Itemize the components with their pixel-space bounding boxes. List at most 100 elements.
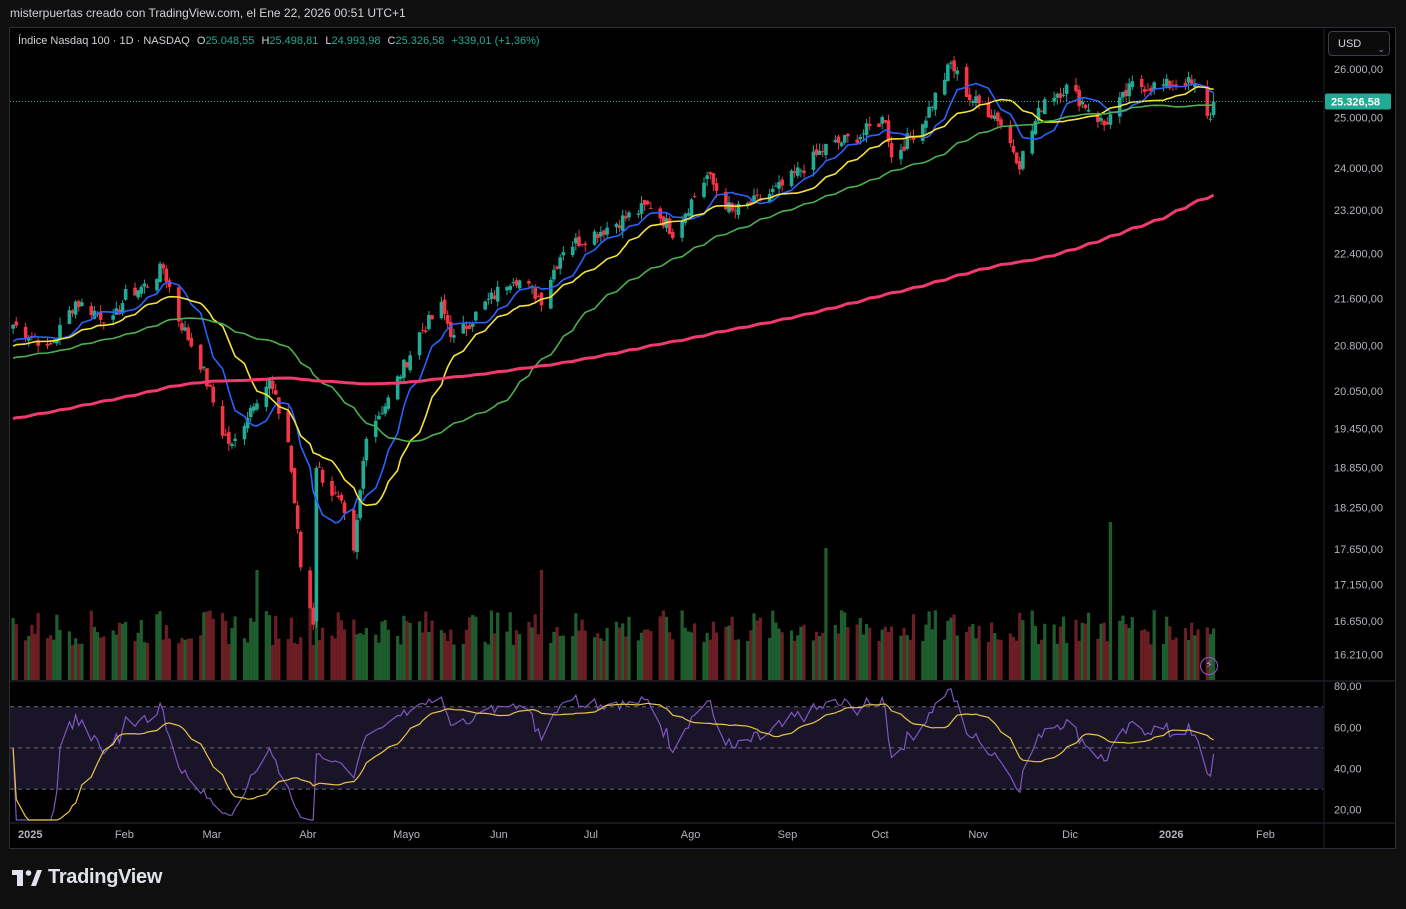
legend-high-label: H: [261, 35, 270, 47]
lightning-icon[interactable]: ⚡: [1200, 657, 1218, 675]
volume-bar: [333, 638, 337, 680]
volume-bar: [255, 570, 259, 680]
volume-bar: [427, 631, 431, 680]
volume-bar: [474, 616, 478, 680]
volume-bar: [993, 633, 997, 680]
volume-bar: [558, 635, 562, 680]
volume-bar: [1008, 633, 1012, 680]
candle-body: [877, 123, 881, 128]
candle-body: [645, 201, 650, 205]
candle-body: [705, 175, 709, 180]
volume-bar: [971, 624, 975, 680]
volume-bar: [274, 615, 278, 680]
volume-bar: [636, 640, 640, 680]
volume-bar: [990, 622, 994, 680]
volume-bar: [364, 627, 368, 680]
volume-bar: [27, 635, 31, 680]
candle-body: [583, 243, 588, 246]
volume-bar: [442, 632, 447, 680]
candle-body: [489, 292, 494, 300]
candle-body: [67, 310, 72, 324]
volume-bar: [977, 625, 981, 680]
volume-bar: [618, 627, 622, 680]
candle-body: [517, 280, 522, 289]
volume-bar: [905, 635, 909, 680]
candle-body: [736, 203, 741, 215]
currency-selector[interactable]: USD ⌄: [1328, 31, 1390, 56]
candle-body: [1083, 104, 1088, 109]
candle-body: [602, 230, 606, 235]
moving-average-line: [12, 104, 1214, 443]
volume-bar: [799, 626, 803, 680]
candle-body: [755, 194, 759, 196]
volume-bar: [643, 629, 647, 680]
volume-bar: [136, 632, 140, 680]
candle-body: [486, 298, 491, 300]
volume-bar: [1152, 610, 1156, 680]
candle-body: [627, 212, 631, 218]
time-tick-label: Nov: [968, 829, 988, 841]
volume-bar: [639, 632, 644, 680]
candle-body: [1030, 130, 1035, 154]
price-tick-label: 23.200,00: [1334, 205, 1383, 217]
candle-body: [933, 92, 938, 110]
candle-body: [636, 213, 641, 215]
candle-body: [408, 355, 412, 371]
legend-change: +339,01 (+1,36%): [451, 35, 540, 47]
volume-bar: [220, 612, 225, 680]
volume-bar: [1105, 641, 1109, 680]
volume-bar: [342, 629, 347, 680]
volume-bar: [549, 642, 553, 680]
volume-bar: [1096, 638, 1100, 680]
symbol-legend[interactable]: Índice Nasdaq 100 · 1D · NASDAQ O25.048,…: [18, 35, 540, 47]
volume-bar: [768, 637, 772, 680]
candle-body: [474, 311, 478, 321]
volume-bar: [724, 626, 728, 680]
volume-bar: [536, 634, 540, 680]
candle-body: [45, 343, 50, 346]
candle-body: [355, 520, 359, 553]
volume-bar: [555, 627, 559, 680]
candle-body: [342, 502, 347, 514]
volume-bar: [592, 637, 597, 680]
candle-body: [1152, 82, 1156, 90]
candle-body: [339, 494, 344, 501]
volume-bar: [467, 617, 472, 680]
volume-bar: [968, 626, 972, 680]
candle-body: [996, 112, 1000, 122]
candle-body: [595, 234, 600, 239]
volume-bar: [683, 627, 687, 680]
candle-body: [255, 403, 259, 410]
volume-bar: [1040, 639, 1044, 680]
candle-body: [377, 415, 381, 420]
volume-bar: [986, 641, 991, 680]
candle-body: [398, 376, 403, 379]
time-tick-label: Jun: [490, 829, 508, 841]
candle-body: [445, 315, 450, 324]
volume-bar: [1161, 643, 1166, 680]
time-tick-label: Abr: [299, 829, 316, 841]
volume-bar: [286, 639, 290, 680]
candle-body: [802, 170, 806, 174]
volume-bar: [145, 642, 150, 680]
volume-bar: [855, 624, 859, 680]
candle-body: [670, 232, 675, 239]
candle-body: [1105, 121, 1110, 125]
volume-bar: [758, 617, 762, 680]
candle-body: [511, 282, 516, 284]
volume-bar: [230, 628, 234, 680]
volume-bar: [1205, 627, 1209, 680]
candle-body: [1139, 78, 1144, 88]
candle-body: [1121, 92, 1125, 98]
tradingview-logo[interactable]: TradingView: [12, 866, 162, 889]
candle-body: [155, 279, 159, 291]
volume-bar: [1149, 644, 1153, 680]
volume-bar: [205, 611, 209, 680]
volume-bar: [374, 634, 378, 680]
legend-close-label: C: [387, 35, 396, 47]
volume-bar: [733, 640, 737, 680]
candle-body: [1042, 99, 1047, 115]
volume-bar: [164, 625, 168, 680]
volume-bar: [730, 616, 734, 680]
